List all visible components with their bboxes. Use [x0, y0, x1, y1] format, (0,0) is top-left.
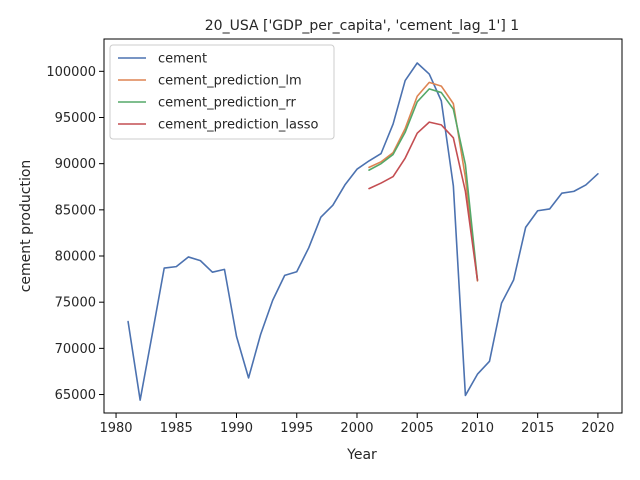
y-axis-label: cement production: [18, 160, 34, 293]
y-tick-label-1: 70000: [55, 342, 96, 357]
y-axis: 65000 70000 75000 80000 85000 90000 95000 10000…: [46, 65, 104, 403]
x-axis: 1980 1985 1990 1995 2000 2005 2010 2015 2020: [99, 413, 614, 436]
plot-lines: [127, 62, 599, 401]
legend-label-0: cement: [158, 52, 207, 67]
x-tick-label-7: 2015: [521, 421, 554, 436]
y-tick-label-5: 90000: [55, 157, 96, 172]
y-tick-label-6: 95000: [55, 111, 96, 126]
legend-label-2: cement_prediction_rr: [158, 96, 296, 111]
legend: cement cement_prediction_lm cement_predict…: [109, 44, 335, 140]
y-tick-label-0: 65000: [55, 388, 96, 403]
y-tick-label-2: 75000: [55, 296, 96, 311]
x-axis-label: Year: [346, 447, 377, 463]
y-tick-label-7: 100000: [46, 65, 96, 80]
x-tick-label-3: 1995: [280, 421, 313, 436]
plot-frame: [103, 38, 623, 414]
x-tick-label-8: 2020: [581, 421, 614, 436]
x-tick-label-6: 2010: [461, 421, 494, 436]
x-tick-label-5: 2005: [401, 421, 434, 436]
y-tick-label-3: 80000: [55, 250, 96, 265]
legend-label-1: cement_prediction_lm: [158, 74, 302, 89]
x-tick-label-4: 2000: [340, 421, 373, 436]
legend-box: [109, 44, 335, 140]
x-tick-label-0: 1980: [99, 421, 132, 436]
x-tick-label-2: 1990: [220, 421, 253, 436]
y-tick-label-4: 85000: [55, 203, 96, 218]
series-line-3: [368, 121, 479, 281]
series-line-0: [127, 62, 599, 401]
chart-title: 20_USA ['GDP_per_capita', 'cement_lag_1'…: [205, 18, 519, 34]
x-tick-label-1: 1985: [160, 421, 193, 436]
legend-label-3: cement_prediction_lasso: [158, 118, 318, 133]
series-line-2: [368, 88, 479, 281]
